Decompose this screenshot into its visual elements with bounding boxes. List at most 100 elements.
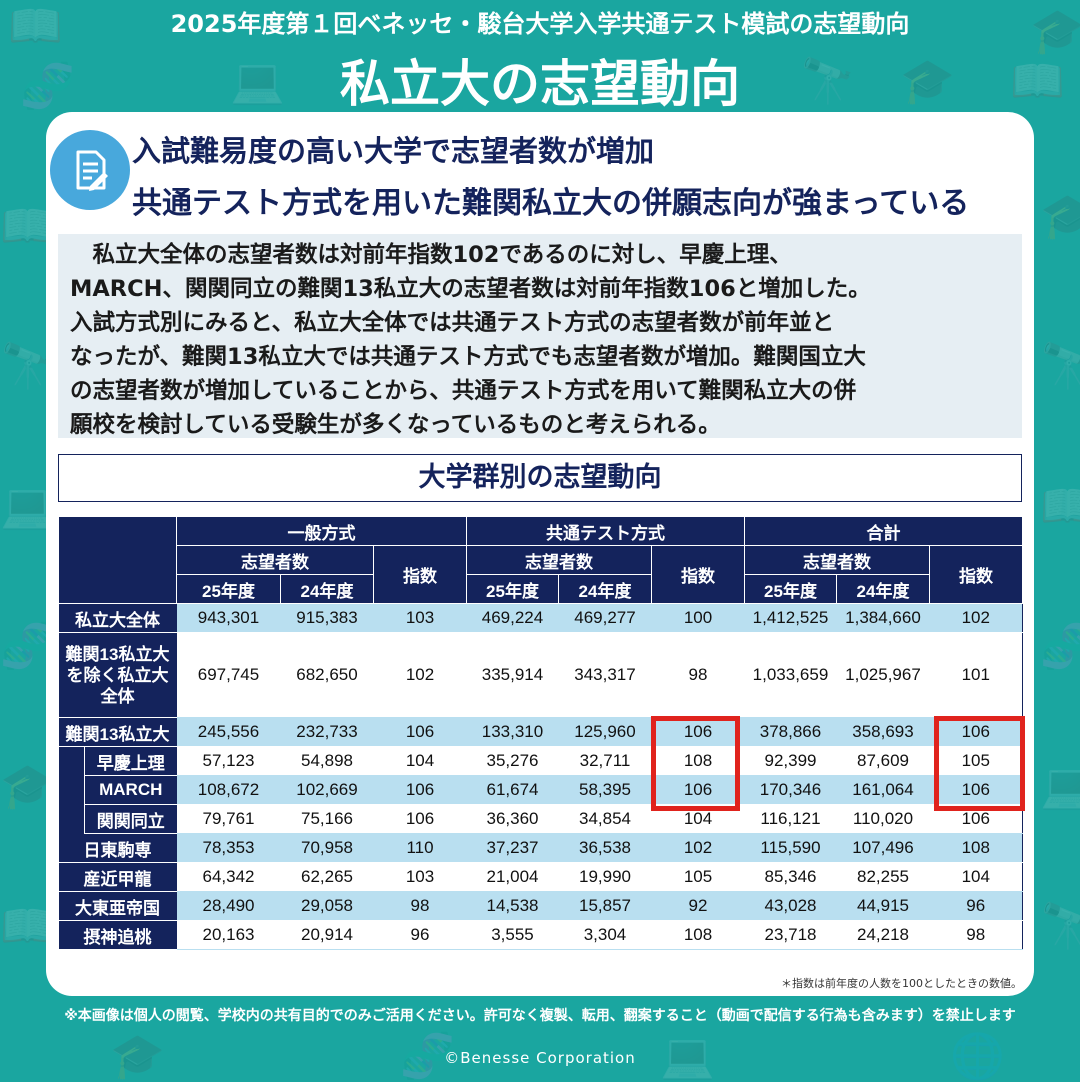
table-cell: 469,224: [466, 603, 559, 633]
disclaimer: ※本画像は個人の閲覧、学校内の共有目的でのみご活用ください。許可なく複製、転用、…: [64, 1008, 1016, 1024]
row-indent: [58, 746, 85, 776]
table-cell: 103: [373, 603, 467, 633]
index-header: 指数: [651, 545, 745, 604]
table-cell: 682,650: [280, 632, 374, 718]
table-cell: 62,265: [280, 862, 374, 892]
row-label: 大東亜帝国: [58, 891, 177, 921]
table-cell: 98: [651, 632, 745, 718]
table-cell: 87,609: [836, 746, 930, 776]
table-cell: 1,025,967: [836, 632, 930, 718]
table-cell: 19,990: [558, 862, 652, 892]
table-cell: 378,866: [744, 717, 837, 747]
year-header: 25年度: [744, 574, 837, 604]
applicants-header: 志望者数: [466, 545, 652, 575]
table-row: 日東駒専 78,353 70,958 110 37,237 36,538 102 115,59…: [58, 833, 1024, 863]
table-cell: 915,383: [280, 603, 374, 633]
table-cell: 96: [373, 920, 467, 950]
table-cell: 102: [929, 603, 1024, 633]
table-cell: 1,033,659: [744, 632, 837, 718]
table-cell: 106: [651, 775, 745, 805]
table-cell: 358,693: [836, 717, 930, 747]
table-cell: 92,399: [744, 746, 837, 776]
table-cell: 36,538: [558, 833, 652, 863]
table-cell: 36,360: [466, 804, 559, 834]
table-cell: 102,669: [280, 775, 374, 805]
row-sublabel: 早慶上理: [84, 746, 177, 776]
table-cell: 104: [373, 746, 467, 776]
table-cell: 106: [373, 804, 467, 834]
table-cell: 61,674: [466, 775, 559, 805]
table-cell: 102: [651, 833, 745, 863]
applicants-header: 志望者数: [176, 545, 374, 575]
table-cell: 105: [651, 862, 745, 892]
table-cell: 92: [651, 891, 745, 921]
table-cell: 44,915: [836, 891, 930, 921]
table-cell: 108: [651, 920, 745, 950]
table-cell: 108,672: [176, 775, 281, 805]
table-cell: 108: [929, 833, 1024, 863]
body-line: なったが、難関13私立大では共通テスト方式でも志望者数が増加。難関国立大: [70, 344, 866, 370]
table-cell: 58,395: [558, 775, 652, 805]
table-cell: 343,317: [558, 632, 652, 718]
table-cell: 28,490: [176, 891, 281, 921]
highlight-box: [934, 716, 1025, 811]
graduation-cap-icon: 🎓: [1040, 191, 1080, 242]
table-cell: 37,237: [466, 833, 559, 863]
table-cell: 105: [929, 746, 1024, 776]
body-line: 私立大全体の志望者数は対前年指数102であるのに対し、早慶上理、: [70, 242, 792, 268]
table-cell: 20,914: [280, 920, 374, 950]
table-cell: 70,958: [280, 833, 374, 863]
table-row: 早慶上理 57,123 54,898 104 35,276 32,711 108 92,399…: [58, 746, 1024, 776]
group-header: 合計: [743, 516, 1024, 546]
table-row: 難関13私立大 245,556 232,733 106 133,310 125,960 10…: [58, 717, 1024, 747]
body-line: MARCH、関関同立の難関13私立大の志望者数は対前年指数106と増加した。: [70, 276, 871, 302]
index-header: 指数: [928, 545, 1024, 604]
table-cell: 64,342: [176, 862, 281, 892]
page-title: 私立大の志望動向: [340, 55, 740, 113]
row-label: 摂神追桃: [58, 920, 177, 950]
table-cell: 161,064: [836, 775, 930, 805]
row-sublabel: MARCH: [84, 775, 177, 805]
table-cell: 54,898: [280, 746, 374, 776]
year-header: 24年度: [836, 574, 930, 604]
table-cell: 29,058: [280, 891, 374, 921]
table-cell: 85,346: [744, 862, 837, 892]
table-cell: 125,960: [558, 717, 652, 747]
table-cell: 943,301: [176, 603, 281, 633]
table-cell: 115,590: [744, 833, 837, 863]
table-cell: 104: [929, 862, 1024, 892]
year-header: 25年度: [176, 574, 281, 604]
row-label: 難関13私立大を除く私立大全体: [58, 632, 177, 718]
table-cell: 170,346: [744, 775, 837, 805]
table-cell: 79,761: [176, 804, 281, 834]
headline-1: 入試難易度の高い大学で志望者数が増加: [132, 134, 655, 168]
body-line: 入試方式別にみると、私立大全体では共通テスト方式の志望者数が前年並と: [70, 310, 835, 336]
table-cell: 102: [373, 632, 467, 718]
table-cell: 21,004: [466, 862, 559, 892]
table-cell: 106: [651, 717, 745, 747]
table-cell: 3,555: [466, 920, 559, 950]
table-cell: 469,277: [558, 603, 652, 633]
copyright: ©Benesse Corporation: [444, 1049, 636, 1067]
table-cell: 116,121: [744, 804, 837, 834]
book-icon: 📖: [1040, 481, 1080, 532]
year-header: 25年度: [466, 574, 559, 604]
table-cell: 20,163: [176, 920, 281, 950]
laptop-icon: 💻: [1040, 761, 1080, 812]
table-cell: 96: [929, 891, 1024, 921]
row-label: 私立大全体: [58, 603, 177, 633]
index-header: 指数: [373, 545, 467, 604]
header-corner: [58, 516, 177, 604]
table-cell: 107,496: [836, 833, 930, 863]
row-sublabel: 関関同立: [84, 804, 177, 834]
table-cell: 34,854: [558, 804, 652, 834]
table-row: 大東亜帝国 28,490 29,058 98 14,538 15,857 92 43,028 4…: [58, 891, 1024, 921]
document-pen-icon: [50, 130, 130, 210]
body-text: 私立大全体の志望者数は対前年指数102であるのに対し、早慶上理、 MARCH、関…: [58, 234, 1022, 438]
table-cell: 103: [373, 862, 467, 892]
table-cell: 24,218: [836, 920, 930, 950]
row-label: 難関13私立大: [58, 717, 177, 747]
table-cell: 133,310: [466, 717, 559, 747]
row-indent: [58, 775, 85, 805]
group-header: 一般方式: [176, 516, 467, 546]
